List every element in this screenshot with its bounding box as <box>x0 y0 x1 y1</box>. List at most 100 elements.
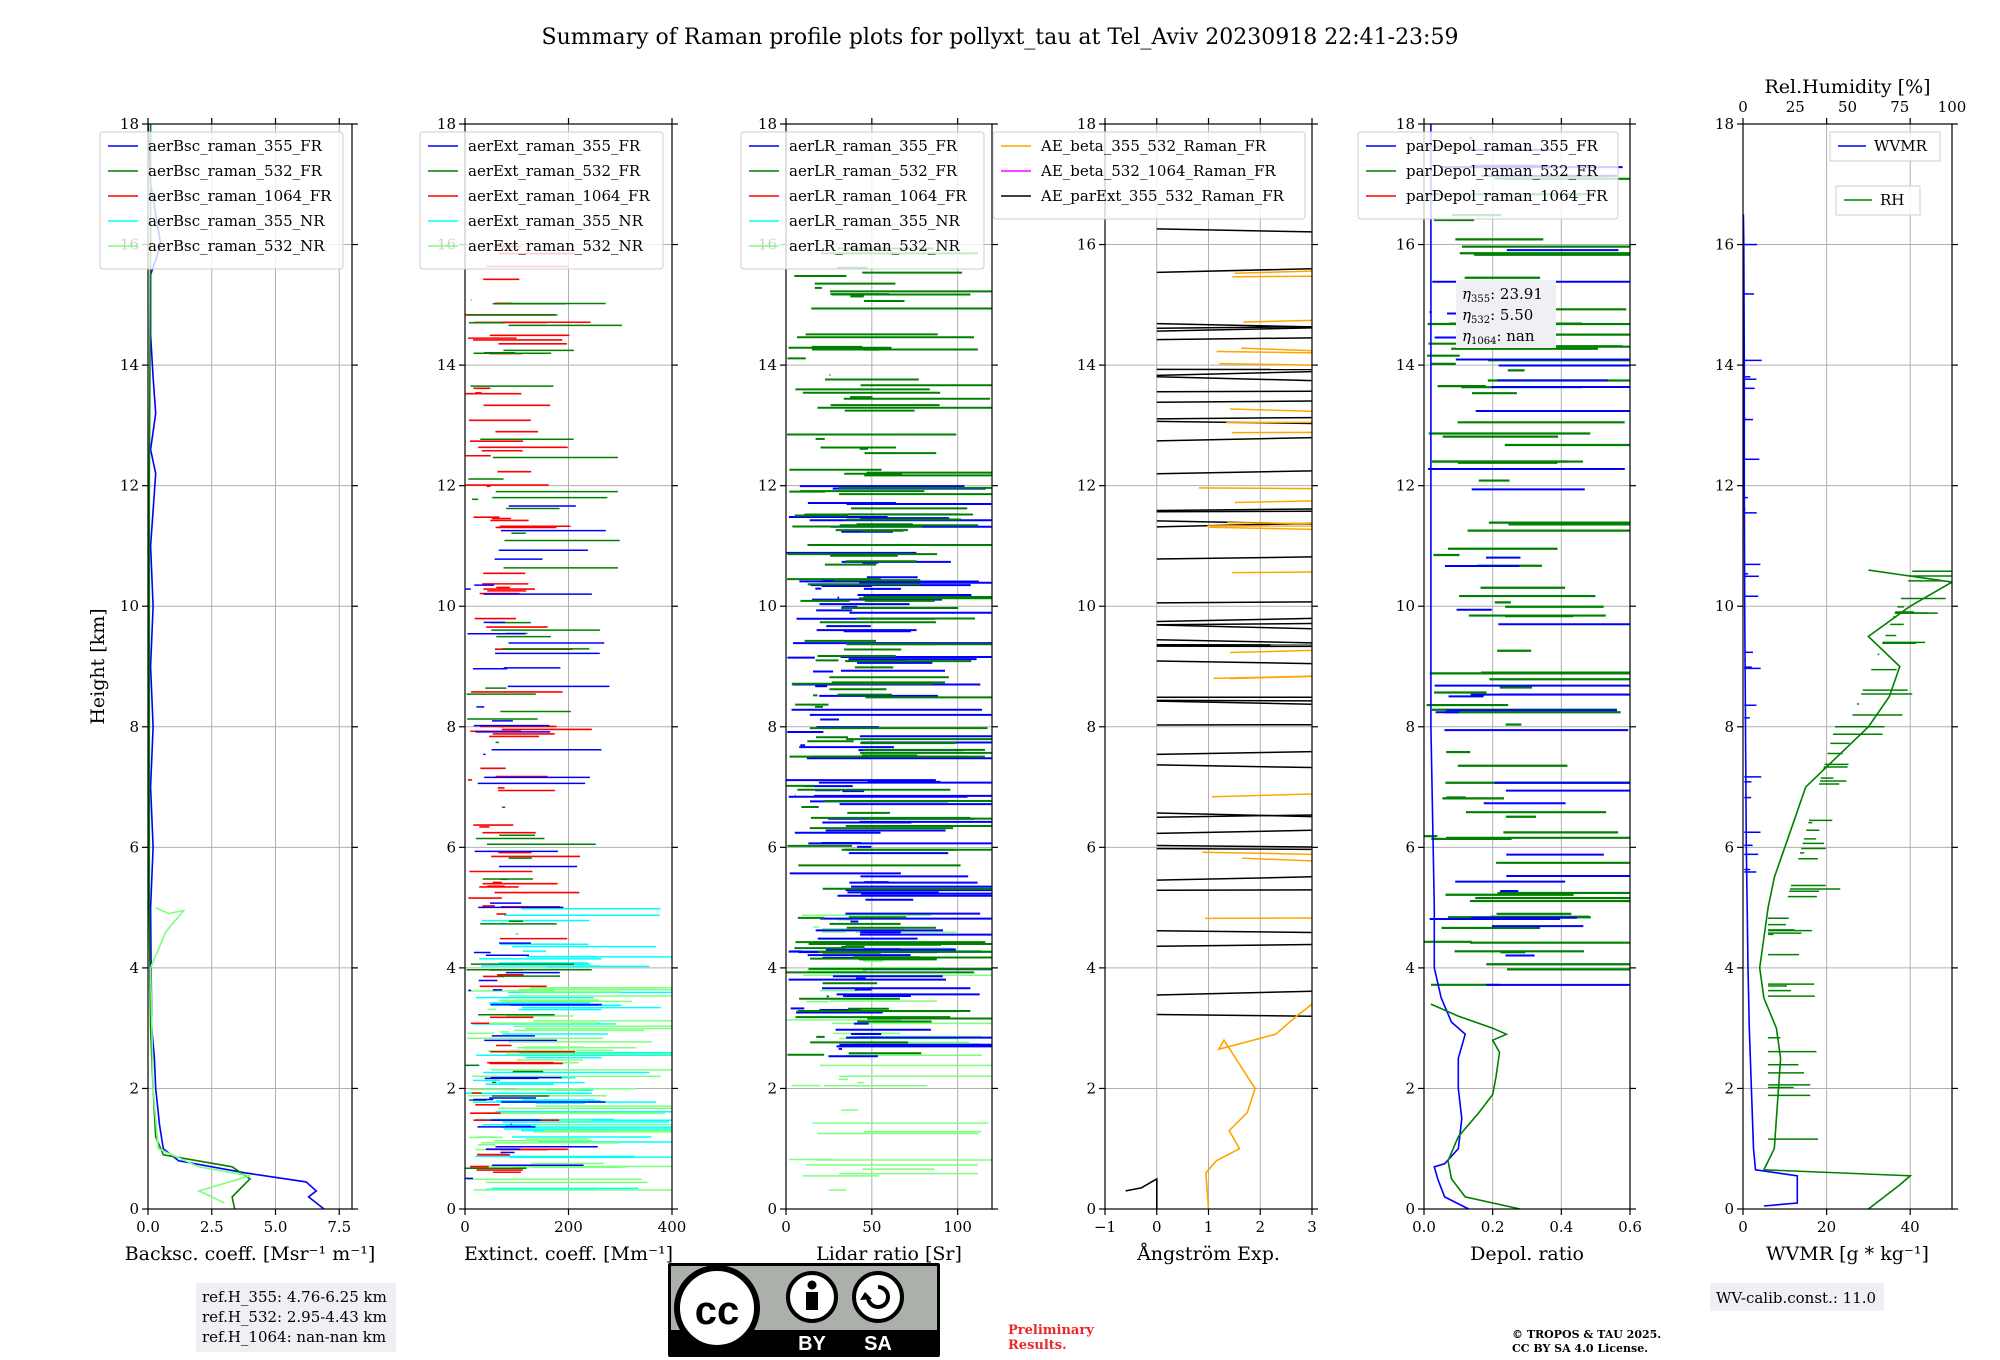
x2tick-label-2: 50 <box>1838 98 1857 116</box>
series-AE_beta_355_532_Raman_FR <box>1205 1003 1312 1209</box>
ae-black-2 <box>1156 390 1312 393</box>
data-bsc <box>148 124 325 1209</box>
ytick-label-lr-3: 6 <box>767 838 777 856</box>
eta-box <box>1456 280 1556 348</box>
legend-label-AE_parExt_355_532_Raman_FR: AE_parExt_355_532_Raman_FR <box>1040 187 1285 205</box>
ytick-label-depol-5: 10 <box>1396 597 1415 615</box>
ytick-label-ext-5: 10 <box>437 597 456 615</box>
xlabel-lr: Lidar ratio [Sr] <box>816 1243 962 1265</box>
legend-box-bsc <box>99 131 344 270</box>
xtick-label-bsc-1: 2.5 <box>200 1218 224 1236</box>
cc-icon <box>674 1265 760 1351</box>
ytick-label-depol-6: 12 <box>1396 477 1415 495</box>
legend-label-AE_beta_355_532_Raman_FR: AE_beta_355_532_Raman_FR <box>1040 137 1267 155</box>
legend-label-aerBsc_raman_532_NR: aerBsc_raman_532_NR <box>148 237 325 255</box>
ytick-label-ext-0: 0 <box>446 1200 456 1218</box>
xtick-label-ext-0: 0 <box>460 1218 470 1236</box>
ytick-label-lr-9: 18 <box>758 115 777 133</box>
ytick-label-bsc-9: 18 <box>120 115 139 133</box>
ytick-label-lr-7: 14 <box>758 356 777 374</box>
legend-label-aerBsc_raman_355_FR: aerBsc_raman_355_FR <box>148 137 323 155</box>
ae-orange-19 <box>1219 362 1312 366</box>
copyright-line1: © TROPOS & TAU 2025. <box>1512 1328 1661 1341</box>
wv-calib-box: WV-calib.const.: 11.0 <box>1710 1283 1884 1311</box>
xtick-label-ae-3: 2 <box>1255 1218 1265 1236</box>
ae-black-17 <box>1156 1013 1312 1017</box>
legend-lr: aerLR_raman_355_FR aerLR_raman_532_FR aerL… <box>740 131 985 270</box>
ytick-label-wv-8: 16 <box>1715 236 1734 254</box>
ae-orange-11 <box>1232 275 1312 278</box>
ae-black-1 <box>1156 638 1312 644</box>
ylabel-height: Height [km] <box>87 608 109 724</box>
legend-label-aerLR_raman_355_FR: aerLR_raman_355_FR <box>789 137 958 155</box>
data-ext <box>465 245 672 1191</box>
xtick-label-lr-0: 0 <box>781 1218 791 1236</box>
data-wv <box>1743 214 1952 1209</box>
ytick-label-ae-2: 4 <box>1086 959 1096 977</box>
ae-orange-0 <box>1209 526 1312 531</box>
legend-label-AE_beta_532_1064_Raman_FR: AE_beta_532_1064_Raman_FR <box>1040 162 1276 180</box>
ytick-label-ae-4: 8 <box>1086 718 1096 736</box>
ytick-label-ext-9: 18 <box>437 115 456 133</box>
legend-label-wvmr: WVMR <box>1874 137 1928 155</box>
ytick-label-depol-7: 14 <box>1396 356 1415 374</box>
ytick-label-bsc-6: 12 <box>120 477 139 495</box>
x2tick-label-3: 75 <box>1890 98 1909 116</box>
ytick-label-ae-8: 16 <box>1077 236 1096 254</box>
ytick-label-wv-2: 4 <box>1724 959 1734 977</box>
ytick-label-ae-9: 18 <box>1077 115 1096 133</box>
ae-black-36 <box>1156 814 1312 818</box>
figure-title: Summary of Raman profile plots for polly… <box>542 25 1459 50</box>
ytick-label-wv-7: 14 <box>1715 356 1734 374</box>
axes-frame-wv <box>1742 123 1953 1210</box>
legend-label-aerExt_raman_532_FR: aerExt_raman_532_FR <box>468 162 641 180</box>
ref-h-532: ref.H_532: 2.95-4.43 km <box>202 1308 387 1326</box>
ae-black-42 <box>1156 660 1312 665</box>
ytick-label-ext-1: 2 <box>446 1079 456 1097</box>
ae-black-4 <box>1156 700 1312 705</box>
series-AE_parExt_355_532_Raman_FR <box>1125 1177 1158 1209</box>
xlabel-ae: Ångström Exp. <box>1136 1243 1280 1265</box>
ae-orange-7 <box>1234 270 1312 275</box>
ae-orange-18 <box>1198 487 1312 490</box>
ae-orange-17 <box>1229 649 1312 654</box>
ae-black-26 <box>1156 436 1312 442</box>
ytick-label-lr-1: 2 <box>767 1079 777 1097</box>
ae-black-25 <box>1156 764 1312 769</box>
panel-wv: 0 20 40 0 2 4 6 8 10 12 14 16 18 WVMR [g * kg⁻¹] 0 25 50… <box>1715 76 1966 1265</box>
ytick-label-bsc-5: 10 <box>120 597 139 615</box>
xtick-label-ext-1: 200 <box>554 1218 583 1236</box>
ref-h-1064: ref.H_1064: nan-nan km <box>202 1328 386 1346</box>
legend-box-ae <box>992 131 1306 220</box>
ae-black-10 <box>1156 400 1312 404</box>
ae-black-34 <box>1156 228 1312 233</box>
ytick-label-bsc-0: 0 <box>129 1200 139 1218</box>
preliminary-line1: Preliminary <box>1008 1323 1094 1338</box>
cc-by-sa-badge: cc BY SA <box>668 1263 940 1357</box>
ae-black-19 <box>1156 844 1312 848</box>
xtick-label-bsc-0: 0.0 <box>136 1218 160 1236</box>
panel-ext: 0200400024681012141618Extinct. coeff. [M… <box>419 115 686 1265</box>
ae-black-14 <box>1156 990 1312 996</box>
ae-black-8 <box>1156 622 1312 626</box>
ytick-label-bsc-1: 2 <box>129 1079 139 1097</box>
plot-area: 0.02.55.07.5024681012141618Backsc. coeff… <box>87 76 1966 1265</box>
legend-label-aerBsc_raman_532_FR: aerBsc_raman_532_FR <box>148 162 323 180</box>
ae-orange-16 <box>1227 522 1312 525</box>
xlabel-bsc: Backsc. coeff. [Msr⁻¹ m⁻¹] <box>125 1243 376 1265</box>
series-RH <box>1758 569 1952 1209</box>
legend-label-aerBsc_raman_1064_FR: aerBsc_raman_1064_FR <box>148 187 332 205</box>
ae-black-28 <box>1156 829 1312 835</box>
ytick-label-ae-3: 6 <box>1086 838 1096 856</box>
legend-rh: RH <box>1835 185 1921 216</box>
ytick-label-ext-7: 14 <box>437 356 456 374</box>
ytick-label-bsc-4: 8 <box>129 718 139 736</box>
ytick-label-depol-1: 2 <box>1405 1079 1415 1097</box>
ytick-label-ae-0: 0 <box>1086 1200 1096 1218</box>
ytick-label-depol-2: 4 <box>1405 959 1415 977</box>
legend-label-aerExt_raman_1064_FR: aerExt_raman_1064_FR <box>468 187 650 205</box>
ref-heights-box: ref.H_355: 4.76-6.25 km ref.H_532: 2.95-… <box>196 1283 396 1352</box>
legend-label-rh: RH <box>1880 191 1904 209</box>
